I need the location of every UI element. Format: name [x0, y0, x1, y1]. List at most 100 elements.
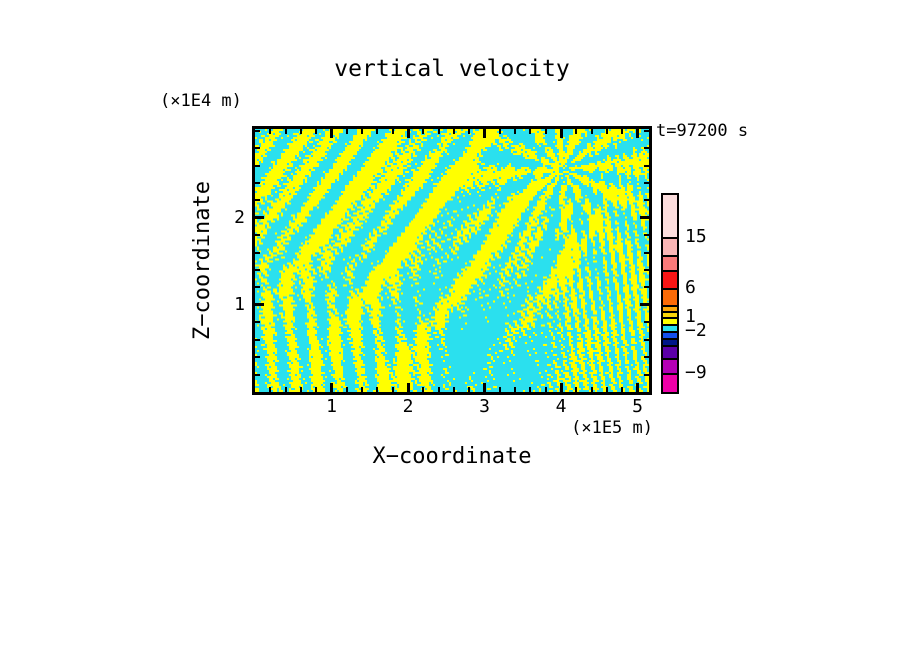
y-major-tick — [640, 303, 649, 306]
colorbar-segment — [663, 255, 677, 270]
x-minor-tick — [575, 129, 577, 134]
y-major-tick — [255, 216, 264, 219]
y-minor-tick — [255, 130, 260, 132]
colorbar-tick-label: 1 — [685, 306, 696, 327]
y-minor-tick — [644, 130, 649, 132]
y-minor-tick — [255, 199, 260, 201]
x-minor-tick — [392, 129, 394, 134]
x-minor-tick — [361, 129, 363, 134]
x-minor-tick — [422, 387, 424, 392]
x-tick-label: 1 — [326, 396, 337, 417]
y-minor-tick — [255, 182, 260, 184]
x-minor-tick — [422, 129, 424, 134]
x-tick-label: 3 — [479, 396, 490, 417]
x-tick-label: 5 — [632, 396, 643, 417]
x-minor-tick — [361, 387, 363, 392]
y-minor-tick — [255, 374, 260, 376]
x-minor-tick — [514, 129, 516, 134]
x-minor-tick — [575, 387, 577, 392]
x-minor-tick — [346, 387, 348, 392]
colorbar-tick-label: −9 — [685, 362, 707, 383]
chart-title: vertical velocity — [334, 56, 570, 82]
colorbar-tick-label: 6 — [685, 277, 696, 298]
y-minor-tick — [644, 147, 649, 149]
x-major-tick — [407, 129, 410, 138]
y-minor-tick — [255, 234, 260, 236]
x-minor-tick — [591, 387, 593, 392]
x-minor-tick — [376, 387, 378, 392]
colorbar-segment — [663, 270, 677, 288]
x-minor-tick — [468, 129, 470, 134]
x-major-tick — [407, 383, 410, 392]
x-minor-tick — [514, 387, 516, 392]
x-axis-title: X−coordinate — [372, 444, 532, 469]
x-minor-tick — [499, 129, 501, 134]
x-minor-tick — [438, 387, 440, 392]
x-minor-tick — [621, 129, 623, 134]
x-minor-tick — [529, 129, 531, 134]
colorbar-segment — [663, 195, 677, 237]
x-major-tick — [636, 129, 639, 138]
colorbar-segment — [663, 331, 677, 338]
x-tick-label: 2 — [402, 396, 414, 417]
x-minor-tick — [269, 387, 271, 392]
y-major-tick — [255, 303, 264, 306]
y-axis-units-label: (×1E4 m) — [160, 91, 242, 111]
colorbar — [661, 193, 679, 394]
x-minor-tick — [529, 387, 531, 392]
x-axis-units-label: (×1E5 m) — [571, 418, 653, 438]
y-minor-tick — [644, 321, 649, 323]
colorbar-segment — [663, 237, 677, 255]
x-major-tick — [636, 383, 639, 392]
plot-area — [252, 126, 652, 395]
y-minor-tick — [644, 165, 649, 167]
x-minor-tick — [591, 129, 593, 134]
x-minor-tick — [376, 129, 378, 134]
y-minor-tick — [644, 339, 649, 341]
x-minor-tick — [285, 129, 287, 134]
y-minor-tick — [255, 286, 260, 288]
y-minor-tick — [644, 252, 649, 254]
x-major-tick — [330, 383, 333, 392]
colorbar-tick-label: 15 — [685, 226, 707, 247]
y-minor-tick — [644, 234, 649, 236]
x-minor-tick — [315, 129, 317, 134]
y-minor-tick — [644, 269, 649, 271]
velocity-field-image — [255, 129, 649, 392]
x-minor-tick — [300, 387, 302, 392]
y-tick-label: 2 — [234, 206, 245, 228]
colorbar-tick-label: −2 — [685, 320, 707, 341]
x-minor-tick — [468, 387, 470, 392]
y-minor-tick — [255, 356, 260, 358]
x-minor-tick — [606, 129, 608, 134]
y-minor-tick — [255, 147, 260, 149]
y-minor-tick — [255, 165, 260, 167]
colorbar-segment — [663, 338, 677, 345]
colorbar-segment — [663, 288, 677, 305]
x-minor-tick — [392, 387, 394, 392]
colorbar-segment — [663, 317, 677, 324]
y-minor-tick — [644, 356, 649, 358]
x-major-tick — [560, 383, 563, 392]
y-minor-tick — [644, 182, 649, 184]
y-minor-tick — [255, 269, 260, 271]
x-minor-tick — [606, 387, 608, 392]
x-major-tick — [330, 129, 333, 138]
y-minor-tick — [644, 286, 649, 288]
y-minor-tick — [255, 321, 260, 323]
x-minor-tick — [346, 129, 348, 134]
x-minor-tick — [269, 129, 271, 134]
time-annotation: t=97200 s — [656, 121, 749, 141]
x-minor-tick — [499, 387, 501, 392]
y-axis-title: Z−coordinate — [190, 181, 215, 340]
colorbar-segment — [663, 373, 677, 392]
y-tick-label: 1 — [234, 293, 245, 315]
y-minor-tick — [255, 339, 260, 341]
colorbar-segment — [663, 324, 677, 331]
x-minor-tick — [438, 129, 440, 134]
x-major-tick — [560, 129, 563, 138]
x-minor-tick — [285, 387, 287, 392]
x-minor-tick — [300, 129, 302, 134]
y-minor-tick — [255, 252, 260, 254]
x-minor-tick — [545, 387, 547, 392]
